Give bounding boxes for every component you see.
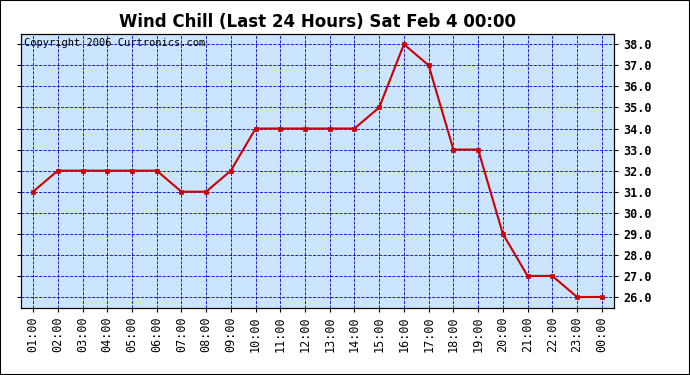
Text: Copyright 2006 Curtronics.com: Copyright 2006 Curtronics.com — [23, 38, 205, 48]
Text: Wind Chill (Last 24 Hours) Sat Feb 4 00:00: Wind Chill (Last 24 Hours) Sat Feb 4 00:… — [119, 13, 516, 31]
